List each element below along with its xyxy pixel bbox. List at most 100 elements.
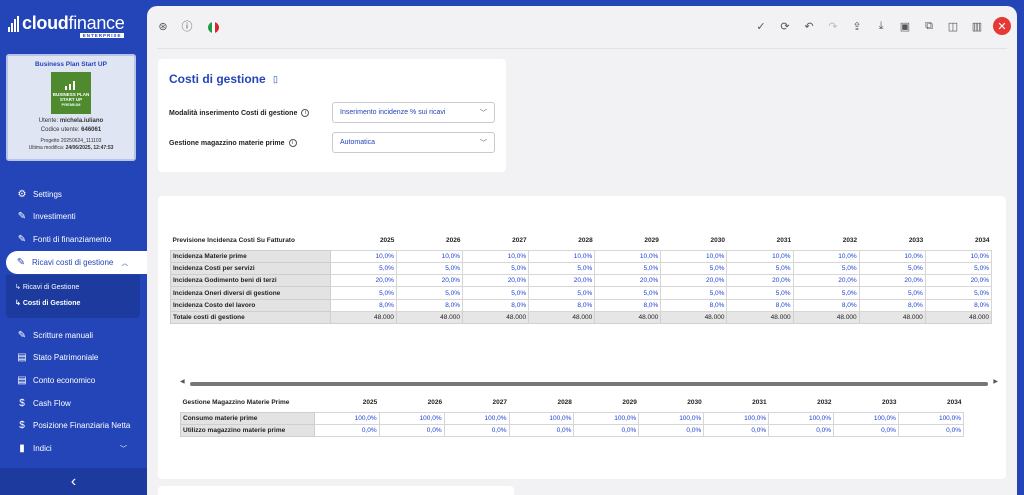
value-cell[interactable]: 10,0% — [594, 249, 662, 263]
value-cell[interactable]: 5,0% — [660, 286, 728, 300]
value-cell[interactable]: 0,0% — [833, 423, 899, 438]
value-cell[interactable]: 20,0% — [858, 274, 926, 288]
magazzino-select[interactable]: Automatica ﹀ — [332, 132, 495, 153]
value-cell[interactable]: 10,0% — [660, 249, 728, 263]
value-cell[interactable]: 100,0% — [443, 411, 510, 425]
value-cell[interactable]: 0,0% — [703, 423, 770, 438]
value-cell[interactable]: 0,0% — [768, 423, 835, 438]
value-cell[interactable]: 100,0% — [573, 411, 640, 425]
value-cell[interactable]: 10,0% — [792, 249, 860, 263]
check-icon[interactable]: ✓ — [756, 20, 766, 33]
value-cell[interactable]: 0,0% — [638, 423, 705, 438]
value-cell[interactable]: 20,0% — [792, 274, 860, 288]
value-cell[interactable]: 5,0% — [329, 261, 397, 276]
value-cell[interactable]: 0,0% — [508, 423, 575, 438]
value-cell[interactable]: 0,0% — [378, 423, 445, 438]
value-cell[interactable]: 10,0% — [528, 249, 596, 263]
value-cell[interactable]: 5,0% — [726, 261, 794, 276]
value-cell[interactable]: 0,0% — [443, 423, 510, 438]
value-cell[interactable]: 5,0% — [528, 261, 596, 276]
value-cell[interactable]: 5,0% — [594, 286, 662, 300]
value-cell[interactable]: 100,0% — [313, 411, 380, 425]
value-cell[interactable]: 10,0% — [462, 249, 530, 263]
nav-fonti[interactable]: ✎ Fonti di finanziamento — [17, 234, 112, 245]
save-icon[interactable]: ▣ — [899, 20, 911, 33]
value-cell[interactable]: 8,0% — [329, 298, 397, 312]
value-cell[interactable]: 5,0% — [792, 261, 860, 276]
value-cell[interactable]: 20,0% — [462, 274, 530, 288]
value-cell[interactable]: 20,0% — [395, 274, 464, 288]
value-cell[interactable]: 10,0% — [726, 249, 794, 263]
modalita-select[interactable]: Inserimento incidenze % sui ricavi ﹀ — [332, 102, 495, 123]
scrollbar-thumb[interactable] — [190, 382, 988, 386]
subnav-ricavi-gestione[interactable]: ↳ Ricavi di Gestione — [15, 284, 80, 291]
value-cell[interactable]: 8,0% — [395, 298, 464, 312]
value-cell[interactable]: 5,0% — [858, 286, 926, 300]
value-cell[interactable]: 100,0% — [508, 411, 575, 425]
horizontal-scrollbar[interactable]: ◀ ▶ — [178, 379, 1000, 387]
value-cell[interactable]: 20,0% — [726, 274, 794, 288]
value-cell[interactable]: 5,0% — [924, 261, 993, 276]
nav-ricavi-costi[interactable]: ✎ Ricavi costi di gestione ︿ — [6, 251, 147, 274]
subnav-costi-gestione[interactable]: ↳ Costi di Gestione — [15, 300, 81, 307]
value-cell[interactable]: 5,0% — [462, 286, 530, 300]
cloudfinance-logo[interactable]: cloudfinance ENTERPRISE — [8, 14, 125, 38]
italy-flag-icon[interactable] — [208, 22, 219, 33]
value-cell[interactable]: 5,0% — [858, 261, 926, 276]
value-cell[interactable]: 100,0% — [703, 411, 770, 425]
download-icon[interactable]: ⤓ — [878, 19, 884, 32]
nav-settings[interactable]: ⚙ Settings — [17, 189, 62, 200]
value-cell[interactable]: 5,0% — [726, 286, 794, 300]
notes-icon[interactable]: ▥ — [971, 20, 983, 33]
value-cell[interactable]: 20,0% — [594, 274, 662, 288]
help-icon[interactable]: ⓘ — [181, 21, 193, 33]
value-cell[interactable]: 100,0% — [833, 411, 899, 425]
value-cell[interactable]: 5,0% — [792, 286, 860, 300]
value-cell[interactable]: 0,0% — [897, 423, 965, 438]
support-icon[interactable]: ⊛ — [158, 20, 168, 33]
value-cell[interactable]: 5,0% — [528, 286, 596, 300]
value-cell[interactable]: 20,0% — [924, 274, 993, 288]
nav-investimenti[interactable]: ✎ Investimenti — [17, 211, 76, 222]
value-cell[interactable]: 100,0% — [378, 411, 445, 425]
value-cell[interactable]: 5,0% — [329, 286, 397, 300]
value-cell[interactable]: 100,0% — [897, 411, 965, 425]
value-cell[interactable]: 10,0% — [329, 249, 397, 263]
value-cell[interactable]: 8,0% — [528, 298, 596, 312]
undo-icon[interactable]: ↶ — [804, 20, 814, 33]
value-cell[interactable]: 0,0% — [573, 423, 640, 438]
value-cell[interactable]: 20,0% — [329, 274, 397, 288]
value-cell[interactable]: 8,0% — [594, 298, 662, 312]
value-cell[interactable]: 10,0% — [924, 249, 993, 263]
upload-icon[interactable]: ⇪ — [852, 20, 862, 33]
value-cell[interactable]: 5,0% — [462, 261, 530, 276]
value-cell[interactable]: 10,0% — [858, 249, 926, 263]
value-cell[interactable]: 8,0% — [660, 298, 728, 312]
value-cell[interactable]: 5,0% — [660, 261, 728, 276]
value-cell[interactable]: 20,0% — [528, 274, 596, 288]
columns-icon[interactable]: ◫ — [947, 20, 959, 33]
info-icon[interactable]: i — [301, 109, 310, 117]
value-cell[interactable]: 20,0% — [660, 274, 728, 288]
value-cell[interactable]: 100,0% — [768, 411, 835, 425]
collapse-sidebar-button[interactable]: ‹ — [0, 468, 147, 495]
arrow-left-icon[interactable]: ◀ — [180, 379, 185, 385]
copy-icon[interactable]: ⧉ — [925, 19, 933, 32]
nav-scritture[interactable]: ✎ Scritture manuali — [17, 330, 94, 341]
refresh-icon[interactable]: ⟳ — [780, 20, 790, 33]
value-cell[interactable]: 10,0% — [395, 249, 464, 263]
value-cell[interactable]: 8,0% — [726, 298, 794, 312]
nav-conto[interactable]: ▤ Conto economico — [17, 375, 96, 386]
value-cell[interactable]: 5,0% — [395, 261, 464, 276]
value-cell[interactable]: 5,0% — [395, 286, 464, 300]
nav-cashflow[interactable]: $ Cash Flow — [0, 392, 147, 415]
value-cell[interactable]: 100,0% — [638, 411, 705, 425]
arrow-right-icon[interactable]: ▶ — [993, 379, 998, 385]
value-cell[interactable]: 8,0% — [792, 298, 860, 312]
value-cell[interactable]: 5,0% — [594, 261, 662, 276]
value-cell[interactable]: 5,0% — [924, 286, 993, 300]
nav-indici[interactable]: ▮ Indici ﹀ — [0, 437, 147, 460]
book-icon[interactable]: ▯ — [273, 74, 278, 84]
nav-pfn[interactable]: $ Posizione Finanziaria Netta — [0, 414, 147, 437]
nav-stato[interactable]: ▤ Stato Patrimoniale — [17, 352, 99, 363]
